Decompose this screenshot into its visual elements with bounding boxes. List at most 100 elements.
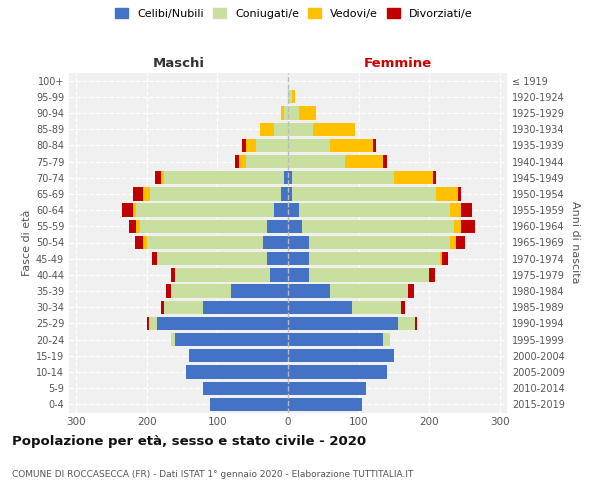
- Bar: [288, 90, 292, 104]
- Bar: [140, 220, 267, 233]
- Bar: [288, 284, 331, 298]
- Bar: [383, 333, 391, 346]
- Bar: [288, 106, 299, 120]
- Bar: [442, 252, 448, 266]
- Bar: [292, 188, 436, 200]
- Bar: [235, 155, 239, 168]
- Bar: [175, 333, 288, 346]
- Bar: [288, 366, 387, 378]
- Bar: [429, 268, 435, 281]
- Bar: [175, 268, 271, 281]
- Text: Femmine: Femmine: [364, 57, 431, 70]
- Bar: [245, 138, 256, 152]
- Bar: [288, 171, 292, 184]
- Bar: [136, 204, 274, 217]
- Bar: [436, 188, 458, 200]
- Bar: [309, 268, 429, 281]
- Bar: [147, 317, 149, 330]
- Bar: [136, 220, 140, 233]
- Bar: [344, 155, 383, 168]
- Bar: [288, 252, 309, 266]
- Y-axis label: Fasce di età: Fasce di età: [22, 210, 32, 276]
- Bar: [451, 236, 456, 249]
- Bar: [267, 220, 288, 233]
- Bar: [288, 188, 292, 200]
- Bar: [256, 138, 288, 152]
- Bar: [288, 204, 299, 217]
- Bar: [299, 106, 316, 120]
- Bar: [164, 171, 284, 184]
- Text: COMUNE DI ROCCASECCA (FR) - Dati ISTAT 1° gennaio 2020 - Elaborazione TUTTITALIA: COMUNE DI ROCCASECCA (FR) - Dati ISTAT 1…: [12, 470, 413, 479]
- Bar: [166, 284, 172, 298]
- Bar: [284, 171, 288, 184]
- Bar: [454, 220, 461, 233]
- Bar: [161, 300, 164, 314]
- Bar: [157, 252, 267, 266]
- Bar: [288, 382, 366, 395]
- Bar: [164, 300, 203, 314]
- Text: Popolazione per età, sesso e stato civile - 2020: Popolazione per età, sesso e stato civil…: [12, 435, 366, 448]
- Bar: [172, 284, 232, 298]
- Bar: [172, 268, 175, 281]
- Bar: [155, 171, 161, 184]
- Bar: [451, 204, 461, 217]
- Bar: [302, 220, 454, 233]
- Bar: [288, 155, 344, 168]
- Bar: [274, 204, 288, 217]
- Bar: [245, 155, 288, 168]
- Bar: [143, 236, 147, 249]
- Bar: [292, 171, 394, 184]
- Bar: [288, 317, 398, 330]
- Bar: [267, 252, 288, 266]
- Bar: [331, 284, 408, 298]
- Bar: [242, 138, 245, 152]
- Bar: [288, 333, 383, 346]
- Bar: [458, 188, 461, 200]
- Bar: [149, 317, 157, 330]
- Bar: [152, 252, 157, 266]
- Bar: [313, 122, 355, 136]
- Bar: [122, 204, 133, 217]
- Bar: [133, 188, 143, 200]
- Bar: [274, 122, 288, 136]
- Bar: [129, 220, 136, 233]
- Bar: [299, 204, 451, 217]
- Bar: [288, 220, 302, 233]
- Bar: [433, 171, 436, 184]
- Bar: [157, 317, 288, 330]
- Bar: [288, 349, 394, 362]
- Bar: [408, 284, 414, 298]
- Bar: [288, 398, 362, 411]
- Bar: [309, 252, 440, 266]
- Bar: [415, 317, 417, 330]
- Bar: [203, 300, 288, 314]
- Bar: [232, 284, 288, 298]
- Bar: [161, 171, 164, 184]
- Bar: [271, 268, 288, 281]
- Bar: [189, 349, 288, 362]
- Bar: [263, 236, 288, 249]
- Bar: [292, 90, 295, 104]
- Bar: [394, 171, 433, 184]
- Bar: [288, 300, 352, 314]
- Bar: [203, 382, 288, 395]
- Bar: [288, 236, 309, 249]
- Bar: [398, 317, 415, 330]
- Bar: [185, 366, 288, 378]
- Bar: [239, 155, 245, 168]
- Bar: [461, 204, 472, 217]
- Legend: Celibi/Nubili, Coniugati/e, Vedovi/e, Divorziati/e: Celibi/Nubili, Coniugati/e, Vedovi/e, Di…: [113, 6, 475, 21]
- Bar: [401, 300, 404, 314]
- Bar: [288, 122, 313, 136]
- Y-axis label: Anni di nascita: Anni di nascita: [570, 201, 580, 283]
- Bar: [288, 268, 309, 281]
- Bar: [260, 122, 274, 136]
- Bar: [281, 106, 284, 120]
- Bar: [143, 188, 150, 200]
- Bar: [331, 138, 373, 152]
- Bar: [284, 106, 288, 120]
- Bar: [373, 138, 376, 152]
- Bar: [440, 252, 442, 266]
- Bar: [383, 155, 387, 168]
- Bar: [147, 236, 263, 249]
